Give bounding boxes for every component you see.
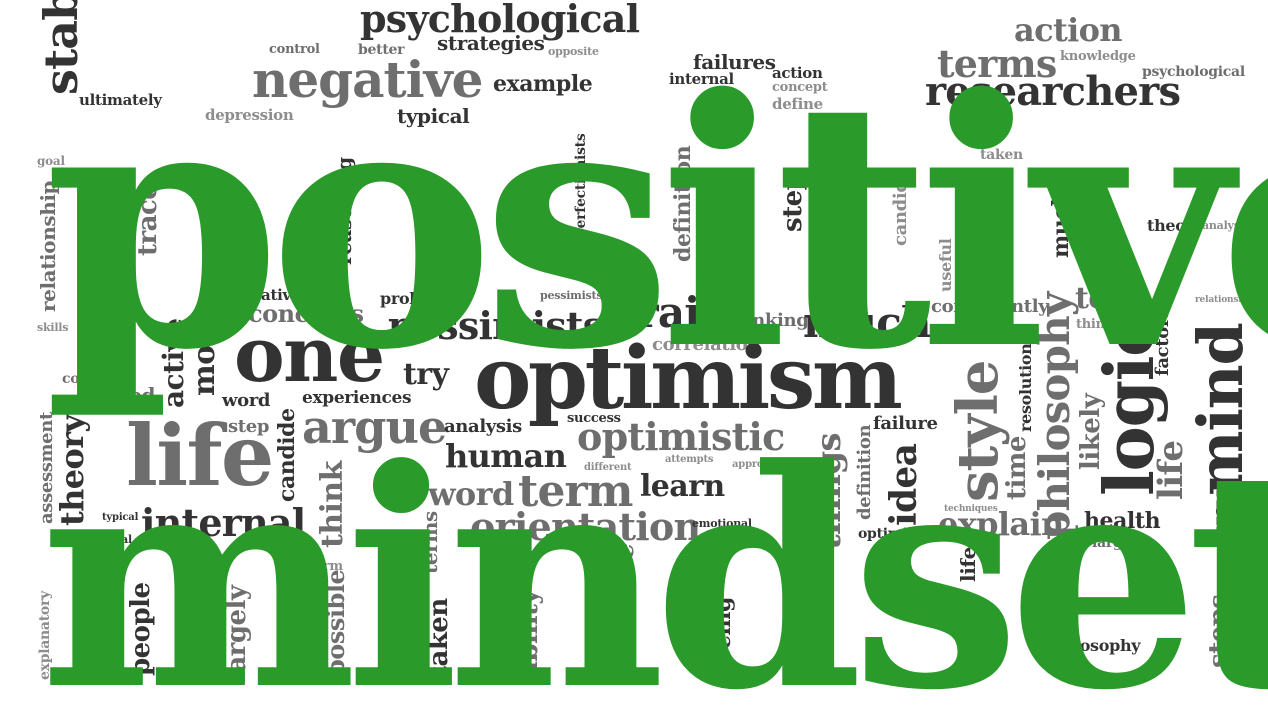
word: different — [584, 462, 632, 473]
word: good — [102, 383, 156, 407]
word: optimistic — [577, 414, 785, 459]
word: human — [445, 437, 567, 475]
word: strategies — [437, 31, 545, 55]
word: word — [222, 390, 271, 411]
word: taken — [980, 147, 1023, 163]
word: term — [309, 559, 343, 574]
word: internal — [669, 70, 734, 88]
word: goal — [37, 154, 65, 168]
word: largely — [1092, 535, 1144, 551]
word: internal — [141, 500, 306, 545]
word: optimism — [474, 328, 903, 429]
word: consistently — [931, 296, 1049, 317]
word: researchers — [925, 68, 1181, 115]
word: analysis — [444, 416, 522, 437]
word: argue — [302, 400, 447, 454]
word: term — [518, 466, 633, 517]
word: action — [1014, 11, 1123, 49]
word-mindset: mindset — [40, 403, 1268, 717]
word: concepts — [248, 299, 364, 328]
word: define — [772, 95, 823, 113]
word: much — [803, 298, 932, 347]
word: life — [126, 406, 274, 505]
word: optimistic — [858, 526, 935, 542]
word: knowledge — [1060, 49, 1136, 64]
word: emotional — [692, 517, 752, 530]
word: health — [1084, 508, 1161, 534]
word: example — [493, 71, 593, 97]
word: typical — [102, 512, 139, 523]
word: psychological — [360, 0, 640, 41]
word: test — [1075, 281, 1137, 316]
word: think — [1076, 317, 1114, 332]
word: typical — [397, 104, 470, 128]
word: better — [358, 42, 405, 58]
word: negative — [252, 50, 483, 109]
word: physical — [700, 533, 745, 544]
word: step — [228, 416, 270, 437]
word: explain — [938, 505, 1064, 543]
word: attributional — [56, 533, 132, 546]
word: control — [269, 42, 320, 57]
word: learn — [640, 469, 725, 504]
word: thinking — [725, 310, 809, 331]
word: analysis — [1202, 219, 1250, 232]
word: opposite — [548, 45, 599, 58]
word: orientation — [470, 504, 701, 549]
word: one — [234, 310, 385, 399]
word: concept — [772, 80, 828, 95]
word: correlation — [652, 334, 761, 355]
word: word — [428, 475, 514, 513]
word: failures — [693, 50, 776, 74]
word: shown — [1044, 655, 1089, 670]
word: failure — [873, 413, 938, 434]
word: brain — [608, 288, 730, 337]
word: depression — [205, 106, 294, 124]
word: pessimists — [388, 303, 604, 348]
word: psychological — [1142, 64, 1245, 80]
word: ultimately — [79, 91, 162, 109]
word: problems — [380, 289, 462, 308]
word: approaches — [732, 459, 795, 470]
word: theory — [1147, 216, 1203, 235]
word-positive: positive — [44, 26, 1268, 425]
word: negative — [231, 286, 301, 304]
word: experiences — [302, 388, 412, 408]
word: consume — [62, 371, 130, 387]
word: techniques — [944, 504, 998, 514]
word: try — [403, 357, 449, 392]
word: skills — [37, 321, 69, 334]
word: action — [772, 64, 823, 82]
word: pessimists — [540, 289, 603, 302]
word: attempts — [665, 454, 714, 465]
word: philosophy — [1046, 636, 1141, 655]
word: success — [567, 411, 621, 426]
word: relationship — [1195, 295, 1255, 305]
word: terms — [937, 41, 1057, 86]
